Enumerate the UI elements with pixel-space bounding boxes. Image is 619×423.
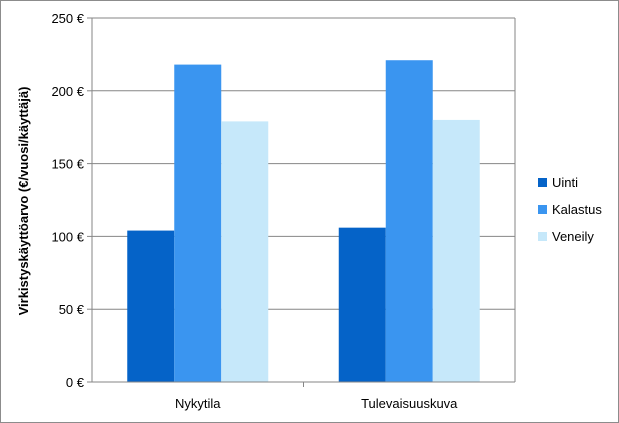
legend: Uinti Kalastus Veneily	[538, 175, 602, 244]
legend-swatch-veneily	[538, 232, 547, 241]
bar-uinti-tulevaisuuskuva	[338, 227, 386, 382]
y-tick-label: 200 €	[51, 84, 84, 99]
x-tick-label: Tulevaisuuskuva	[361, 396, 458, 411]
bars	[127, 60, 480, 383]
bar-uinti-nykytila	[127, 230, 175, 382]
legend-label-veneily: Veneily	[552, 229, 594, 244]
y-tick-label: 100 €	[51, 229, 84, 244]
y-tick-label: 0 €	[66, 375, 85, 390]
legend-label-kalastus: Kalastus	[552, 202, 602, 217]
legend-label-uinti: Uinti	[552, 175, 578, 190]
bar-kalastus-tulevaisuuskuva	[385, 60, 433, 382]
y-axis-title: Virkistyskäyttöarvo (€/vuosi/käyttäjä)	[16, 87, 31, 316]
bar-veneily-nykytila	[221, 121, 269, 382]
bar-veneily-tulevaisuuskuva	[432, 119, 480, 383]
y-tick-label: 50 €	[59, 302, 85, 317]
y-tick-label: 150 €	[51, 157, 84, 172]
bar-kalastus-nykytila	[174, 64, 222, 382]
x-tick-labels: Nykytila Tulevaisuuskuva	[175, 396, 458, 411]
axes	[87, 17, 516, 387]
y-tick-labels: 0 € 50 € 100 € 150 € 200 € 250 €	[51, 11, 84, 390]
legend-swatch-kalastus	[538, 205, 547, 214]
legend-swatch-uinti	[538, 178, 547, 187]
y-tick-label: 250 €	[51, 11, 84, 26]
x-tick-label: Nykytila	[175, 396, 221, 411]
